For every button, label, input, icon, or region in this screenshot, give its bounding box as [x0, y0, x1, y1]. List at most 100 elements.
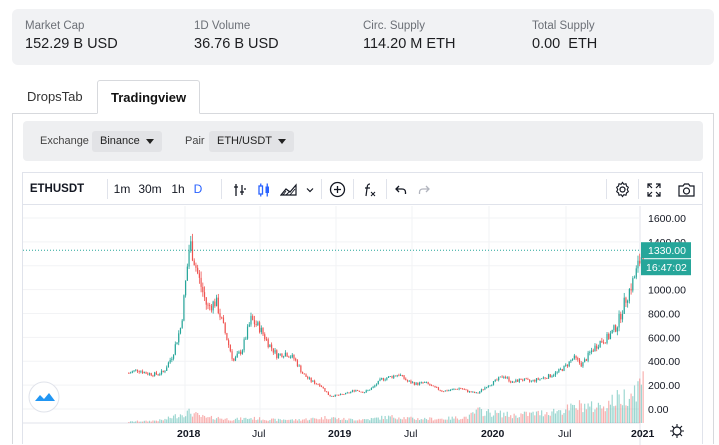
volume-bar [360, 420, 362, 423]
volume-bar [312, 417, 314, 423]
price-chart-canvas[interactable]: 1600.001400.001200.001000.00800.00600.00… [23, 206, 702, 445]
pair-select[interactable]: ETH/USDT [209, 131, 294, 152]
volume-bar [529, 412, 531, 423]
candle-body [281, 353, 283, 358]
candle-body [198, 273, 200, 278]
interval-1m-button[interactable]: 1m [113, 182, 131, 196]
volume-bar [592, 412, 594, 423]
volume-bar [470, 412, 472, 423]
volume-bar [467, 418, 469, 423]
candle-body [604, 342, 606, 344]
candle-body [171, 358, 173, 360]
candle-body [575, 355, 577, 359]
volume-bar [234, 418, 237, 423]
tab-tradingview[interactable]: Tradingview [97, 80, 201, 114]
indicators-icon[interactable] [229, 173, 251, 205]
candle-body [393, 375, 395, 378]
redo-icon[interactable] [415, 173, 433, 205]
candle-body [319, 384, 321, 387]
candle-body [556, 371, 558, 373]
add-compare-icon[interactable] [326, 173, 348, 205]
y-tick-label: 800.00 [648, 308, 680, 320]
volume-bar [456, 418, 458, 423]
candle-body [334, 394, 336, 397]
camera-icon[interactable] [674, 173, 698, 205]
candle-body [264, 334, 266, 340]
fullscreen-icon[interactable] [643, 173, 665, 205]
candle-body [298, 365, 300, 367]
candles-icon[interactable] [254, 173, 274, 205]
candle-body [487, 386, 489, 388]
volume-bar [145, 420, 147, 423]
chevron-down-icon[interactable] [304, 173, 316, 205]
candle-body [639, 260, 641, 264]
candle-body [162, 370, 164, 372]
candle-body [623, 297, 625, 314]
volume-bar [281, 420, 283, 423]
volume-bar [398, 417, 400, 423]
volume-bar [222, 419, 225, 423]
exchange-select[interactable]: Binance [92, 131, 162, 152]
volume-bar [551, 411, 553, 423]
undo-icon[interactable] [392, 173, 410, 205]
volume-bar [188, 408, 190, 423]
volume-bar [561, 414, 563, 423]
candle-body [635, 268, 637, 278]
candle-body [515, 379, 517, 383]
candle-body [234, 357, 237, 361]
interval-1h-button[interactable]: 1h [171, 182, 185, 196]
fx-icon[interactable] [359, 173, 381, 205]
candle-body [518, 378, 520, 382]
candle-body [295, 358, 297, 361]
volume-bar [358, 419, 360, 423]
candle-body [413, 382, 415, 385]
volume-bar [228, 420, 230, 423]
tab-dropstab[interactable]: DropsTab [27, 89, 83, 104]
candle-body [606, 333, 608, 344]
volume-bar [556, 411, 558, 423]
volume-bar [365, 419, 367, 423]
candle-body [336, 394, 338, 396]
candle-body [463, 389, 465, 390]
candle-body [489, 385, 491, 387]
candle-body [618, 313, 620, 328]
volume-bar [578, 400, 581, 423]
volume-bar [620, 403, 622, 423]
volume-bar [286, 419, 288, 423]
candle-body [142, 371, 144, 374]
volume-bar [267, 420, 269, 423]
interval-d-button[interactable]: D [193, 182, 203, 196]
volume-bar [609, 404, 612, 423]
caret-down-icon [145, 138, 154, 144]
candle-body [453, 388, 455, 390]
candle-body [473, 391, 476, 393]
toolbar-divider [107, 179, 108, 199]
candle-body [205, 297, 207, 305]
candle-body [289, 357, 292, 359]
volume-bar [568, 410, 570, 423]
candle-body [301, 372, 304, 374]
candle-body [181, 320, 183, 328]
candle-body [486, 387, 488, 389]
area-chart-icon[interactable] [279, 173, 299, 205]
candle-body [260, 327, 262, 333]
symbol-search-button[interactable]: ETHUSDT [29, 183, 85, 195]
volume-bar [246, 419, 249, 423]
candle-body [547, 374, 550, 379]
volume-bar [295, 419, 297, 423]
candle-body [570, 359, 572, 362]
candle-body [443, 391, 445, 393]
interval-30m-button[interactable]: 30m [138, 182, 162, 196]
candle-body [504, 377, 507, 378]
settings-icon[interactable] [611, 173, 633, 205]
tradingview-logo-icon[interactable] [28, 381, 60, 413]
volume-bar [489, 412, 491, 423]
candle-body [179, 327, 182, 334]
candle-body [539, 378, 541, 380]
volume-bar [288, 419, 290, 423]
volume-bar [527, 415, 529, 423]
x-tick-label: 2019 [328, 428, 352, 440]
candle-body [169, 359, 171, 363]
candle-body [226, 333, 228, 341]
volume-bar [601, 408, 603, 423]
